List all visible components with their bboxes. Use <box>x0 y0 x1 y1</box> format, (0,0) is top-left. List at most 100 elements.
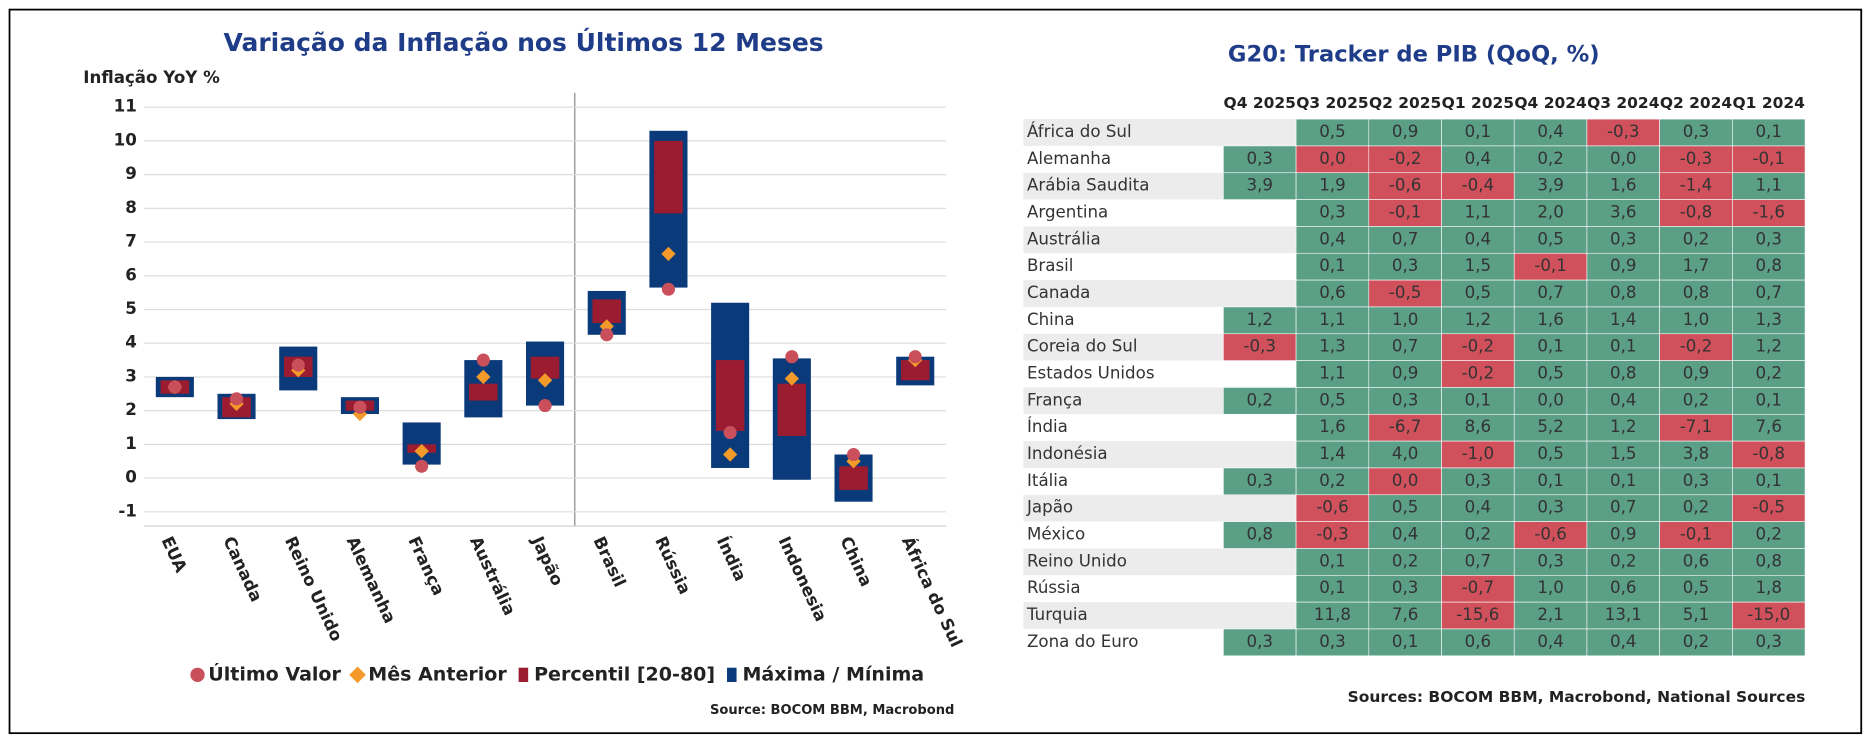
cell-value: 0,9 <box>1392 364 1419 383</box>
legend-marker <box>190 667 205 682</box>
cell-value: 0,8 <box>1683 283 1710 302</box>
x-tick-label: China <box>836 534 876 590</box>
y-tick-label: -1 <box>118 501 137 520</box>
cell-value: 0,6 <box>1465 632 1492 651</box>
cell-value: 0,4 <box>1537 632 1564 651</box>
cell <box>1659 467 1733 496</box>
cell-value: 0,5 <box>1392 498 1419 517</box>
cell <box>1223 628 1297 657</box>
table-title: G20: Tracker de PIB (QoQ, %) <box>1228 41 1600 67</box>
cell-value: 0,6 <box>1683 551 1710 570</box>
cell-value: 0,2 <box>1683 390 1710 409</box>
cell <box>1586 279 1660 308</box>
cell <box>1441 172 1515 200</box>
cell-value: -0,2 <box>1462 337 1495 356</box>
cell-value: 0,1 <box>1465 390 1492 409</box>
row-label: Arábia Saudita <box>1027 176 1149 195</box>
column-header: Q4 2025 <box>1224 94 1296 112</box>
cell-value: 0,3 <box>1683 122 1710 141</box>
cell <box>1368 360 1442 388</box>
range-bar <box>402 422 441 465</box>
cell-value: 3,8 <box>1683 444 1710 463</box>
cell <box>1732 440 1806 469</box>
cell <box>1586 521 1660 549</box>
row-label: Turquia <box>1026 605 1088 624</box>
cell-value: 0,1 <box>1610 471 1637 490</box>
cell-value: 0,0 <box>1392 471 1419 490</box>
cell-value: 0,5 <box>1319 390 1346 409</box>
cell <box>1441 601 1515 630</box>
last-marker <box>415 459 429 473</box>
row-label: França <box>1027 390 1082 409</box>
cell-value: -0,6 <box>1316 498 1349 517</box>
cell <box>1295 360 1370 388</box>
cell-value: 0,2 <box>1610 551 1637 570</box>
cell-value: 0,7 <box>1755 283 1782 302</box>
legend-label: Último Valor <box>208 661 341 685</box>
legend-label: Mês Anterior <box>368 663 507 685</box>
cell-value: 0,2 <box>1465 525 1492 544</box>
percentile-bar <box>777 383 807 436</box>
cell-value: 1,5 <box>1465 256 1492 275</box>
cell-value: -15,6 <box>1456 605 1499 624</box>
column-header: Q3 2025 <box>1296 94 1368 112</box>
cell-value: 0,0 <box>1537 390 1564 409</box>
cell <box>1368 413 1442 442</box>
cell <box>1368 574 1442 603</box>
x-tick-label: França <box>404 534 448 599</box>
cell-value: -6,7 <box>1389 417 1422 436</box>
cell-value: 0,3 <box>1246 149 1273 168</box>
cell-value: 0,4 <box>1319 229 1346 248</box>
x-tick-label: Japão <box>527 533 567 589</box>
cell <box>1441 199 1515 227</box>
cell-value: 0,4 <box>1610 632 1637 651</box>
cell-value: 5,1 <box>1683 605 1710 624</box>
cell-value: 0,1 <box>1537 471 1564 490</box>
row-label: China <box>1027 310 1075 329</box>
cell <box>1732 226 1806 254</box>
cell-value: 0,3 <box>1392 390 1419 409</box>
cell-value: 0,1 <box>1755 122 1782 141</box>
cell <box>1295 548 1370 576</box>
cell-value: 1,7 <box>1683 256 1710 275</box>
last-marker <box>600 328 614 342</box>
cell-value: 0,3 <box>1392 256 1419 275</box>
row-label: Indonésia <box>1027 444 1108 463</box>
cell-value: 1,1 <box>1319 364 1346 383</box>
y-tick-label: 8 <box>125 198 137 217</box>
cell-value: 0,1 <box>1610 337 1637 356</box>
cell <box>1586 494 1660 522</box>
cell <box>1586 413 1660 442</box>
cell <box>1295 199 1370 227</box>
column-header: Q4 2024 <box>1514 94 1587 112</box>
cell-value: 0,9 <box>1610 525 1637 544</box>
cell-value: 1,3 <box>1319 337 1346 356</box>
cell <box>1732 574 1806 603</box>
cell <box>1513 548 1588 576</box>
cell-value: 1,8 <box>1755 578 1782 597</box>
y-tick-label: 4 <box>125 333 137 352</box>
cell-value: 0,1 <box>1319 578 1346 597</box>
cell <box>1659 628 1733 657</box>
percentile-bar <box>592 299 622 323</box>
cell-value: 0,2 <box>1755 525 1782 544</box>
y-axis-label: Inflação YoY % <box>83 68 220 87</box>
column-header: Q1 2024 <box>1733 94 1806 112</box>
cell-value: 0,4 <box>1465 498 1492 517</box>
last-marker <box>353 400 367 414</box>
cell <box>1586 601 1660 630</box>
cell-value: 0,2 <box>1683 229 1710 248</box>
cell-value: 0,2 <box>1755 364 1782 383</box>
cell-value: 0,5 <box>1683 578 1710 597</box>
cell-value: 0,2 <box>1537 149 1564 168</box>
cell <box>1368 118 1442 147</box>
cell-value: -0,3 <box>1607 122 1640 141</box>
cell <box>1732 521 1806 549</box>
cell <box>1295 172 1370 200</box>
cell-value: 0,2 <box>1683 632 1710 651</box>
percentile-bar <box>469 383 498 401</box>
cell <box>1586 467 1660 496</box>
cell <box>1659 521 1733 549</box>
cell-value: -0,1 <box>1389 203 1422 222</box>
cell <box>1223 467 1297 496</box>
